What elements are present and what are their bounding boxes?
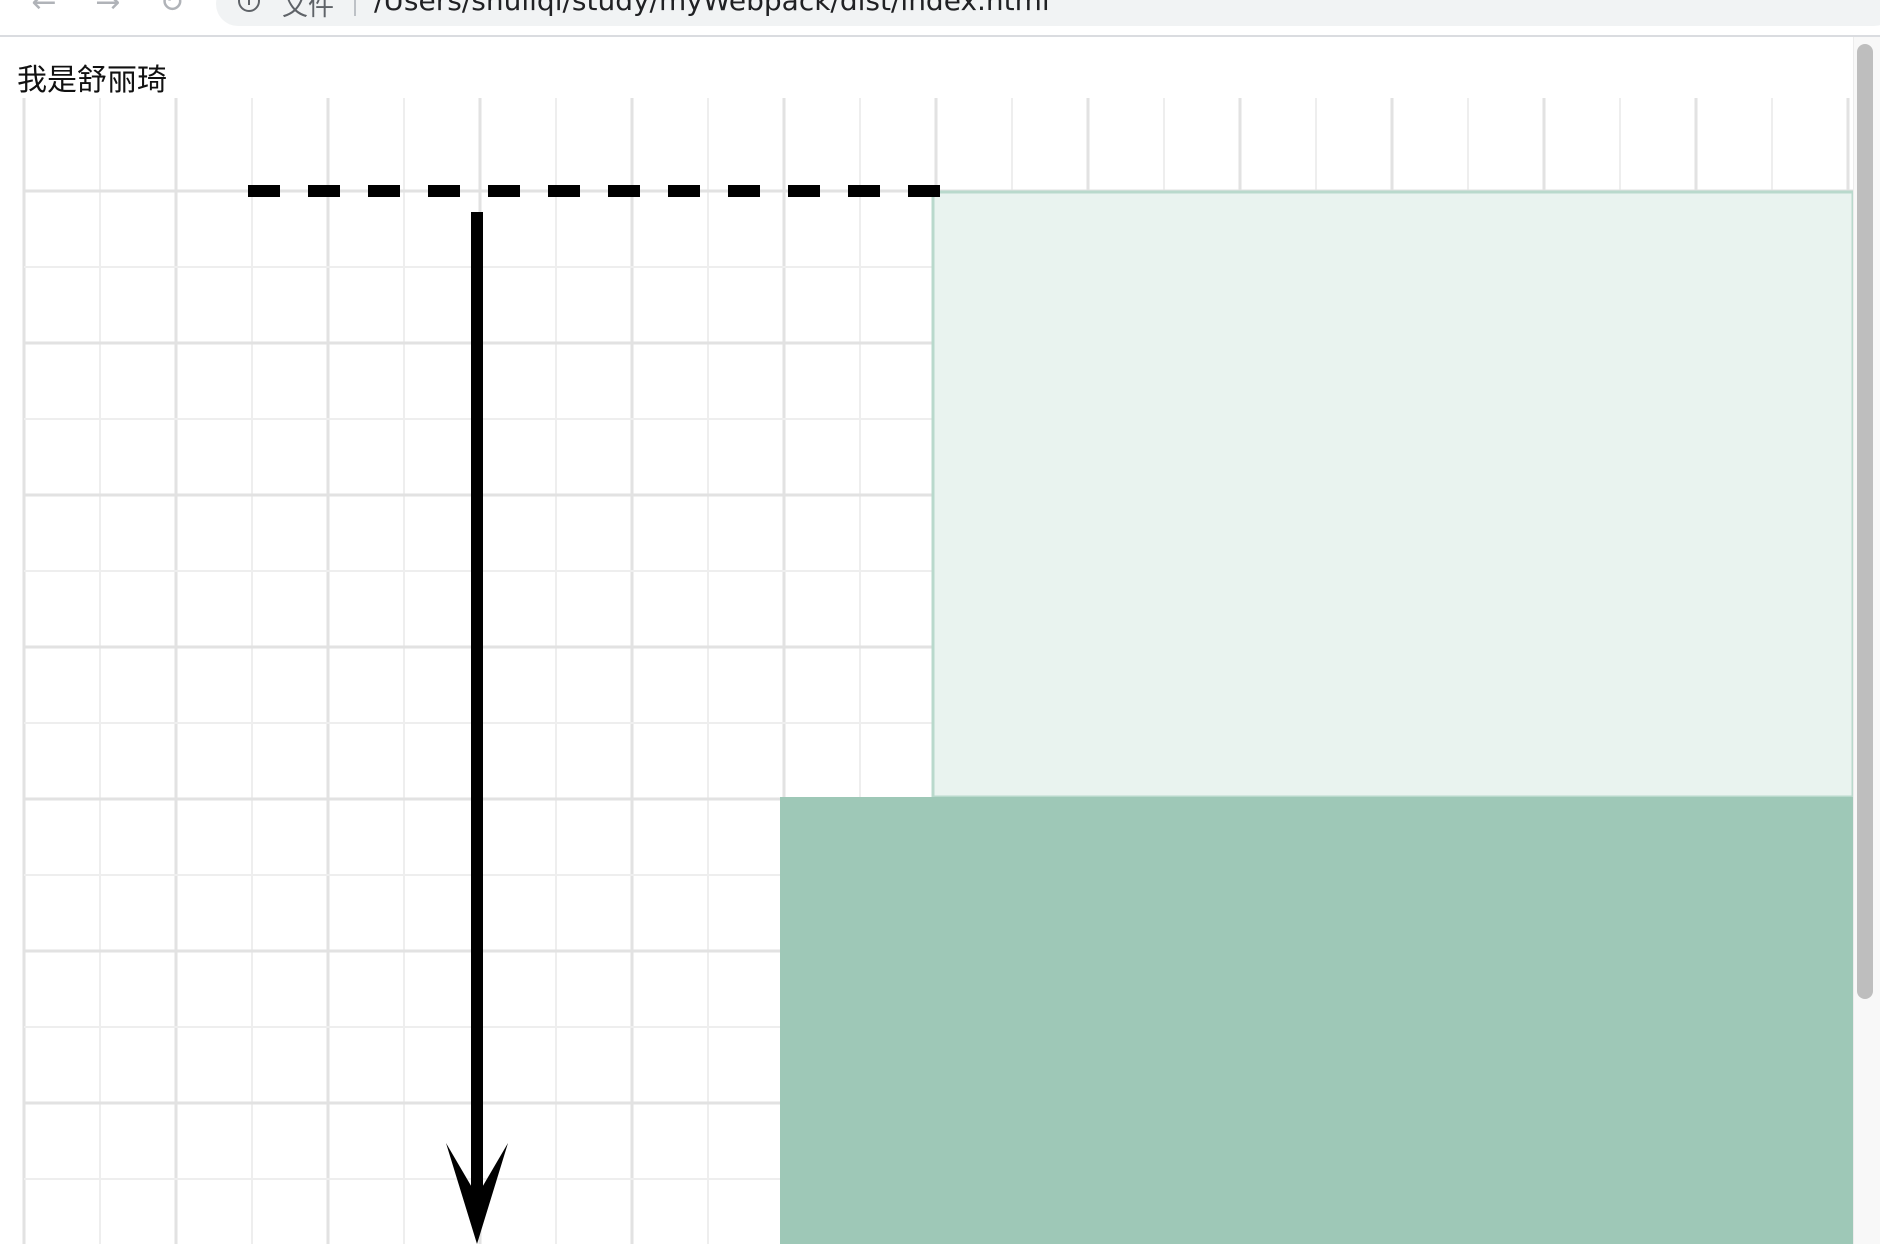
- back-button[interactable]: ←: [26, 0, 62, 20]
- forward-button[interactable]: →: [90, 0, 126, 20]
- address-bar[interactable]: 文件 /Users/shuliqi/study/myWebpack/dist/i…: [216, 0, 1880, 26]
- address-divider: [354, 0, 356, 16]
- scheme-label: 文件: [282, 0, 335, 22]
- page-viewport: 我是舒丽琦: [0, 37, 1853, 1244]
- arrow-left-icon: ←: [31, 0, 57, 20]
- info-icon[interactable]: [238, 0, 260, 12]
- arrow-right-icon: →: [95, 0, 121, 20]
- reload-icon: ↻: [159, 0, 185, 20]
- drawing-canvas: [22, 98, 1853, 1244]
- arrow-head: [446, 1143, 508, 1244]
- browser-toolbar: ← → ↻ 文件 /Users/shuliqi/study/myWebpack/…: [0, 0, 1880, 37]
- light-green-block: [931, 190, 1853, 799]
- reload-button[interactable]: ↻: [154, 0, 190, 20]
- url-text[interactable]: /Users/shuliqi/study/myWebpack/dist/inde…: [374, 0, 1050, 17]
- dark-green-block: [780, 797, 1853, 1244]
- scrollbar-thumb[interactable]: [1857, 44, 1873, 999]
- page-heading: 我是舒丽琦: [17, 63, 167, 98]
